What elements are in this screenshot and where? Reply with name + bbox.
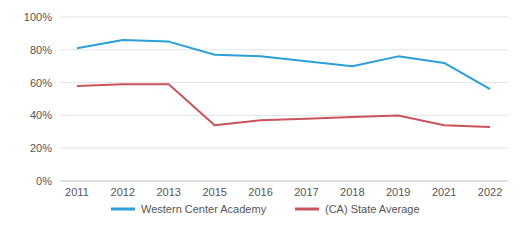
legend-swatch	[295, 208, 319, 211]
grid-line	[60, 17, 508, 18]
x-tick-label: 2017	[294, 186, 318, 198]
x-tick-label: 2016	[248, 186, 272, 198]
x-tick-label: 2012	[111, 186, 135, 198]
y-tick-label: 40%	[30, 109, 52, 121]
legend-label: Western Center Academy	[141, 203, 267, 215]
grid-line	[60, 82, 508, 83]
grid-line	[60, 181, 508, 182]
legend-swatch	[111, 208, 135, 211]
y-tick-label: 100%	[24, 11, 52, 23]
series-line	[77, 84, 490, 127]
lines	[77, 40, 490, 127]
grid-line	[60, 115, 508, 116]
x-tick-label: 2018	[340, 186, 364, 198]
x-tick-label: 2022	[478, 186, 502, 198]
x-tick-label: 2015	[202, 186, 226, 198]
grid-line	[60, 49, 508, 50]
chart: 0% 20% 40% 60% 80% 100% 2011 2012 2013 2015 2016 20…	[0, 0, 524, 230]
x-tick-label: 2019	[386, 186, 410, 198]
y-tick-label: 0%	[36, 175, 52, 187]
x-tick-label: 2021	[432, 186, 456, 198]
legend-label: (CA) State Average	[325, 203, 420, 215]
series-line	[77, 40, 490, 89]
grid-line	[60, 148, 508, 149]
y-tick-label: 60%	[30, 77, 52, 89]
legend: Western Center Academy (CA) State Average	[111, 203, 420, 215]
y-tick-label: 20%	[30, 142, 52, 154]
y-tick-label: 80%	[30, 44, 52, 56]
x-tick-label: 2011	[65, 186, 89, 198]
x-tick-label: 2013	[157, 186, 181, 198]
